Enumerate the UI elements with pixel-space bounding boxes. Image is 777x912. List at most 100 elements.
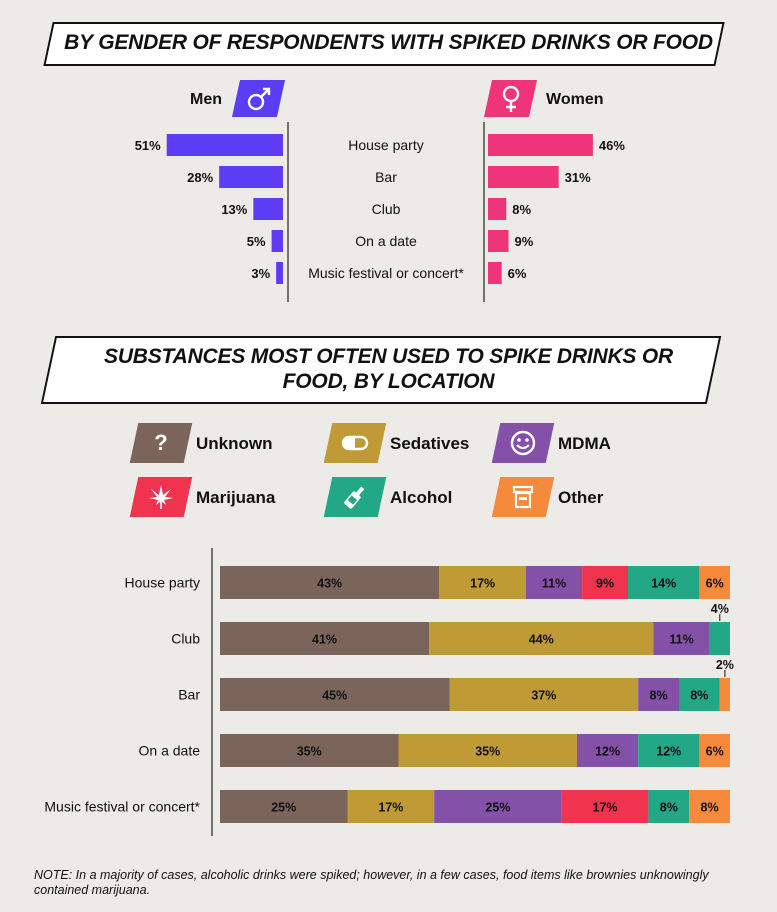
segment-unknown-on-a-date [220, 734, 399, 767]
segment-mdma-house-party [526, 566, 583, 599]
men-bar-house-party [166, 134, 283, 156]
substance-chart-title-line2: FOOD, BY LOCATION [282, 370, 495, 393]
women-bar-music-festival-or-concert [488, 262, 502, 284]
segment-value-label: 35% [297, 745, 322, 759]
segment-value-label: 14% [651, 577, 676, 591]
segment-value-label: 43% [317, 577, 342, 591]
segment-value-label: 25% [271, 801, 296, 815]
segment-value-label: 17% [593, 801, 618, 815]
segment-value-label: 25% [485, 801, 510, 815]
segment-sedatives-bar [449, 678, 639, 711]
container-icon [512, 485, 534, 509]
segment-value-label: 12% [595, 745, 620, 759]
legend-swatch-unknown: ? [129, 423, 193, 463]
men-value-label: 5% [247, 234, 266, 249]
category-label-house-party: House party [348, 137, 423, 153]
segment-value-label: 8% [690, 689, 708, 703]
male-symbol-icon [247, 87, 271, 111]
segment-value-label: 6% [706, 745, 724, 759]
row-label-club: Club [171, 631, 200, 647]
legend-swatch-mdma [491, 423, 555, 463]
segment-unknown-house-party [220, 566, 440, 599]
segment-value-label: 37% [531, 689, 556, 703]
segment-marijuana-house-party [582, 566, 628, 599]
legend-label: Other [558, 488, 604, 507]
segment-mdma-on-a-date [577, 734, 639, 767]
segment-value-label: 11% [542, 577, 566, 591]
segment-value-label: 2% [716, 658, 734, 672]
segment-value-label: 17% [470, 577, 495, 591]
question-mark-icon: ? [154, 430, 167, 455]
segment-other-bar [719, 678, 730, 711]
segment-value-label: 6% [706, 577, 724, 591]
men-label: Men [190, 91, 222, 108]
gender-butterfly-chart: Men Women 51% House party 46% 28% Bar 31% 13% Clu… [135, 80, 625, 302]
segment-value-label: 8% [650, 689, 668, 703]
legend-label: Unknown [196, 434, 273, 453]
legend-label: Marijuana [196, 488, 276, 507]
footnote: NOTE: In a majority of cases, alcoholic … [34, 868, 709, 897]
segment-value-label: 8% [701, 801, 719, 815]
segment-value-label: 9% [596, 577, 614, 591]
substance-chart-title-line1: SUBSTANCES MOST OFTEN USED TO SPIKE DRIN… [104, 345, 673, 368]
men-value-label: 28% [187, 170, 213, 185]
cannabis-leaf-icon [149, 485, 173, 509]
segment-value-label: 35% [475, 745, 500, 759]
legend-label: MDMA [558, 434, 611, 453]
category-label-music-festival-or-concert: Music festival or concert* [308, 265, 464, 281]
segment-mdma-bar [638, 678, 679, 711]
smiley-face-icon [510, 430, 536, 456]
legend-swatch-other [491, 477, 555, 517]
segment-value-label: 8% [660, 801, 678, 815]
legend-swatch-alcohol [323, 477, 387, 517]
segment-sedatives-house-party [439, 566, 526, 599]
women-label: Women [546, 91, 603, 108]
men-bar-bar [219, 166, 283, 188]
segment-other-music-festival-or-concert [689, 790, 730, 823]
segment-value-label: 17% [378, 801, 403, 815]
category-label-on-a-date: On a date [355, 233, 417, 249]
female-symbol-icon [502, 85, 520, 112]
segment-unknown-bar [220, 678, 450, 711]
segment-value-label: 45% [322, 689, 347, 703]
women-value-label: 31% [565, 170, 591, 185]
category-label-club: Club [372, 201, 401, 217]
segment-value-label: 12% [656, 745, 681, 759]
segment-sedatives-on-a-date [398, 734, 577, 767]
women-value-label: 8% [512, 202, 531, 217]
legend-label: Sedatives [390, 434, 470, 453]
gender-chart-title: BY GENDER OF RESPONDENTS WITH SPIKED DRI… [64, 31, 713, 54]
row-label-on-a-date: On a date [139, 743, 201, 759]
legend-swatch-sedatives [323, 423, 387, 463]
women-bar-on-a-date [488, 230, 509, 252]
segment-unknown-club [220, 622, 430, 655]
men-bar-on-a-date [271, 230, 283, 252]
segment-other-on-a-date [699, 734, 730, 767]
men-badge [232, 80, 285, 117]
women-value-label: 6% [508, 266, 527, 281]
segment-mdma-music-festival-or-concert [434, 790, 562, 823]
segment-sedatives-music-festival-or-concert [347, 790, 435, 823]
women-value-label: 46% [599, 138, 625, 153]
men-bar-club [253, 198, 283, 220]
women-bar-house-party [488, 134, 593, 156]
men-value-label: 51% [135, 138, 161, 153]
segment-sedatives-club [429, 622, 654, 655]
row-label-music-festival-or-concert: Music festival or concert* [44, 799, 200, 815]
women-bar-club [488, 198, 507, 220]
segment-unknown-music-festival-or-concert [220, 790, 348, 823]
men-value-label: 3% [251, 266, 270, 281]
women-bar-bar [488, 166, 559, 188]
segment-mdma-club [653, 622, 710, 655]
women-value-label: 9% [515, 234, 534, 249]
legend-label: Alcohol [390, 488, 453, 507]
svg-text:?: ? [154, 430, 167, 455]
segment-value-label: 41% [312, 633, 337, 647]
bottle-icon [344, 486, 365, 509]
segment-value-label: 44% [529, 633, 554, 647]
row-label-house-party: House party [125, 575, 200, 591]
segment-other-house-party [699, 566, 730, 599]
men-bar-music-festival-or-concert [276, 262, 283, 284]
segment-alcohol-on-a-date [638, 734, 700, 767]
women-badge [484, 80, 537, 117]
